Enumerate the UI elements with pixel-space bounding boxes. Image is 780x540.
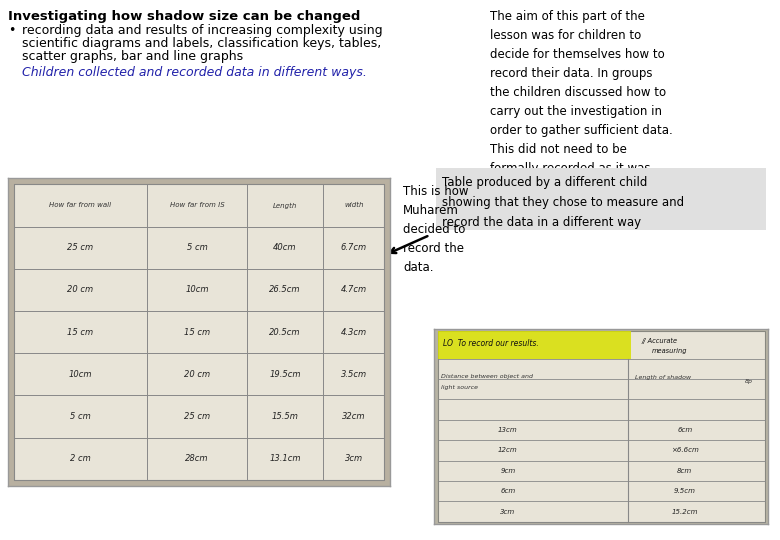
Text: 26.5cm: 26.5cm bbox=[269, 285, 300, 294]
Text: 13cm: 13cm bbox=[498, 427, 518, 433]
Text: 6cm: 6cm bbox=[500, 488, 516, 494]
Text: 4.3cm: 4.3cm bbox=[341, 328, 367, 336]
Text: 6.7cm: 6.7cm bbox=[341, 243, 367, 252]
Text: scientific diagrams and labels, classification keys, tables,: scientific diagrams and labels, classifi… bbox=[22, 37, 381, 50]
Text: // Accurate: // Accurate bbox=[641, 338, 678, 344]
Text: 9.5cm: 9.5cm bbox=[674, 488, 696, 494]
Text: lesson was for children to: lesson was for children to bbox=[490, 29, 641, 42]
Text: 15.2cm: 15.2cm bbox=[672, 509, 698, 515]
Text: Children collected and recorded data in different ways.: Children collected and recorded data in … bbox=[22, 66, 367, 79]
Text: light source: light source bbox=[441, 384, 478, 390]
Text: 10cm: 10cm bbox=[69, 370, 92, 379]
Text: LO  To record our results.: LO To record our results. bbox=[443, 340, 538, 348]
Text: 20.5cm: 20.5cm bbox=[269, 328, 300, 336]
Text: 3cm: 3cm bbox=[500, 509, 516, 515]
Text: the children discussed how to: the children discussed how to bbox=[490, 86, 666, 99]
Text: 12cm: 12cm bbox=[498, 448, 518, 454]
Text: Distance between object and: Distance between object and bbox=[441, 374, 534, 379]
Text: 15 cm: 15 cm bbox=[184, 328, 210, 336]
Text: This did not need to be: This did not need to be bbox=[490, 143, 627, 156]
Text: formally recorded as it was: formally recorded as it was bbox=[490, 162, 651, 175]
Text: Table produced by a different child: Table produced by a different child bbox=[442, 176, 647, 189]
Text: How far from wall: How far from wall bbox=[49, 202, 112, 208]
Text: 19.5cm: 19.5cm bbox=[269, 370, 300, 379]
Text: 8cm: 8cm bbox=[677, 468, 693, 474]
Text: order to gather sufficient data.: order to gather sufficient data. bbox=[490, 124, 672, 137]
Text: How far from IS: How far from IS bbox=[169, 202, 225, 208]
Text: record their data. In groups: record their data. In groups bbox=[490, 67, 653, 80]
Text: 13.1cm: 13.1cm bbox=[269, 454, 300, 463]
Text: •: • bbox=[8, 24, 16, 37]
Text: 5 cm: 5 cm bbox=[186, 243, 207, 252]
Text: scatter graphs, bar and line graphs: scatter graphs, bar and line graphs bbox=[22, 50, 243, 63]
Text: measuring: measuring bbox=[651, 348, 687, 354]
Text: 6cm: 6cm bbox=[677, 427, 693, 433]
Text: 20 cm: 20 cm bbox=[67, 285, 94, 294]
Text: .: . bbox=[283, 280, 286, 291]
Text: 8p: 8p bbox=[745, 379, 753, 384]
Text: 20 cm: 20 cm bbox=[184, 370, 210, 379]
Text: 28cm: 28cm bbox=[185, 454, 209, 463]
Text: Investigating how shadow size can be changed: Investigating how shadow size can be cha… bbox=[8, 10, 360, 23]
Bar bbox=[436, 168, 766, 230]
Text: lesson.: lesson. bbox=[490, 200, 531, 213]
Text: carry out the investigation in: carry out the investigation in bbox=[490, 105, 662, 118]
Text: This is how
Muharem
decided to
record the
data.: This is how Muharem decided to record th… bbox=[403, 185, 469, 274]
Text: record the data in a different way: record the data in a different way bbox=[442, 216, 641, 229]
Text: width: width bbox=[344, 202, 363, 208]
Text: Length: Length bbox=[273, 202, 297, 208]
Text: 25 cm: 25 cm bbox=[184, 412, 210, 421]
Text: 3.5cm: 3.5cm bbox=[341, 370, 367, 379]
Text: decide for themselves how to: decide for themselves how to bbox=[490, 48, 665, 61]
Text: 2 cm: 2 cm bbox=[70, 454, 90, 463]
Text: ×6.6cm: ×6.6cm bbox=[671, 448, 699, 454]
Text: showing that they chose to measure and: showing that they chose to measure and bbox=[442, 196, 684, 209]
Text: Length of shadow: Length of shadow bbox=[635, 375, 691, 380]
Text: 4.7cm: 4.7cm bbox=[341, 285, 367, 294]
Text: 5 cm: 5 cm bbox=[70, 412, 90, 421]
Bar bbox=[438, 332, 632, 359]
Text: not the objective of the: not the objective of the bbox=[490, 181, 629, 194]
Text: 9cm: 9cm bbox=[500, 468, 516, 474]
Text: 32cm: 32cm bbox=[342, 412, 366, 421]
Text: 40cm: 40cm bbox=[273, 243, 296, 252]
Text: 15.5m: 15.5m bbox=[271, 412, 298, 421]
Text: 10cm: 10cm bbox=[185, 285, 209, 294]
Text: The aim of this part of the: The aim of this part of the bbox=[490, 10, 645, 23]
Text: 3cm: 3cm bbox=[345, 454, 363, 463]
Text: 25 cm: 25 cm bbox=[67, 243, 94, 252]
Text: recording data and results of increasing complexity using: recording data and results of increasing… bbox=[22, 24, 383, 37]
Text: 15 cm: 15 cm bbox=[67, 328, 94, 336]
